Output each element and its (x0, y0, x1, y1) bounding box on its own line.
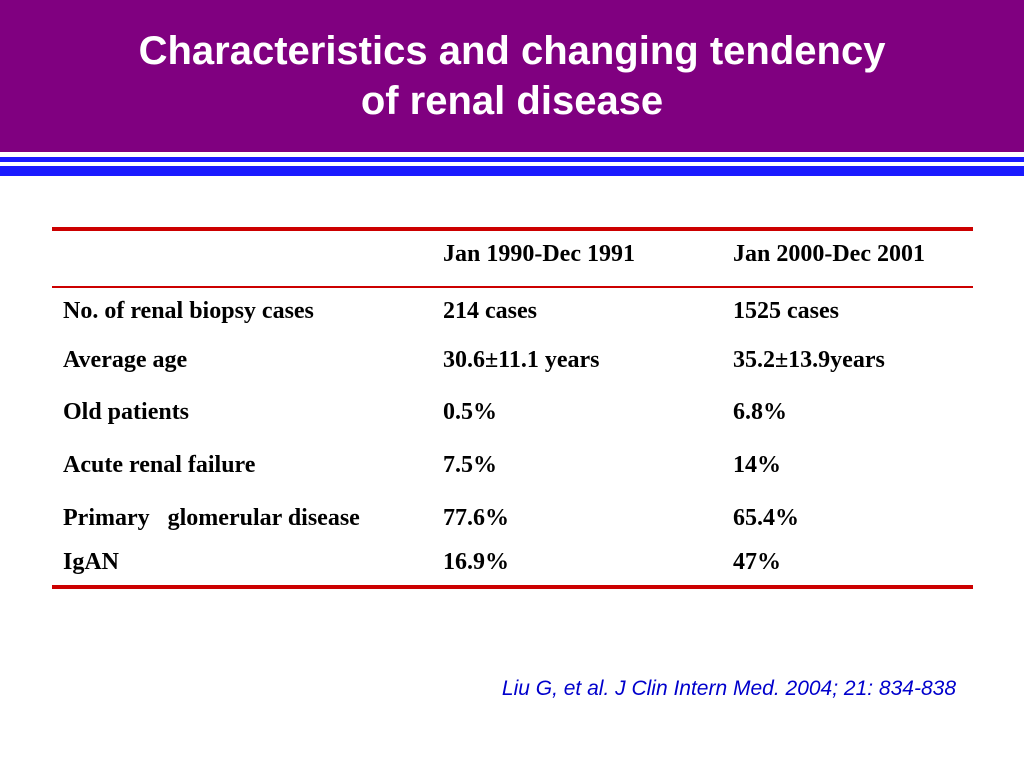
row-label-old-patients: Old patients (63, 399, 190, 425)
column-header-2000-2001: Jan 2000-Dec 2001 (733, 241, 925, 267)
cell-primary-glomerular-2000: 65.4% (733, 505, 799, 531)
cell-average-age-1990: 30.6±11.1 years (443, 347, 600, 373)
column-header-1990-1991: Jan 1990-Dec 1991 (443, 241, 635, 267)
cell-biopsy-cases-1990: 214 cases (443, 298, 537, 324)
cell-igan-1990: 16.9% (443, 549, 509, 575)
cell-acute-renal-failure-1990: 7.5% (443, 452, 497, 478)
row-label-igan: IgAN (63, 549, 120, 575)
slide-title: Characteristics and changing tendency of… (0, 26, 1024, 126)
cell-average-age-2000: 35.2±13.9years (733, 347, 885, 373)
cell-old-patients-1990: 0.5% (443, 399, 497, 425)
table-top-rule (52, 227, 973, 231)
row-label-biopsy-cases: No. of renal biopsy cases (63, 298, 314, 324)
divider-gap-2 (0, 162, 1024, 166)
row-label-acute-renal-failure: Acute renal failure (63, 452, 256, 478)
title-banner: Characteristics and changing tendency of… (0, 0, 1024, 152)
row-label-primary-glomerular-disease: Primary glomerular disease (63, 505, 360, 531)
divider-blue-thick (0, 166, 1024, 176)
cell-acute-renal-failure-2000: 14% (733, 452, 781, 478)
divider-blue-thin (0, 157, 1024, 162)
table-bottom-rule (52, 585, 973, 589)
table-header-rule (52, 286, 973, 288)
row-label-average-age: Average age (63, 347, 188, 373)
citation: Liu G, et al. J Clin Intern Med. 2004; 2… (501, 677, 956, 700)
cell-igan-2000: 47% (733, 549, 781, 575)
divider-gap-1 (0, 152, 1024, 157)
cell-primary-glomerular-1990: 77.6% (443, 505, 509, 531)
slide-title-line-1: Characteristics and changing tendency (138, 29, 886, 73)
cell-biopsy-cases-2000: 1525 cases (733, 298, 839, 324)
slide-title-line-2: of renal disease (360, 79, 664, 123)
cell-old-patients-2000: 6.8% (733, 399, 787, 425)
